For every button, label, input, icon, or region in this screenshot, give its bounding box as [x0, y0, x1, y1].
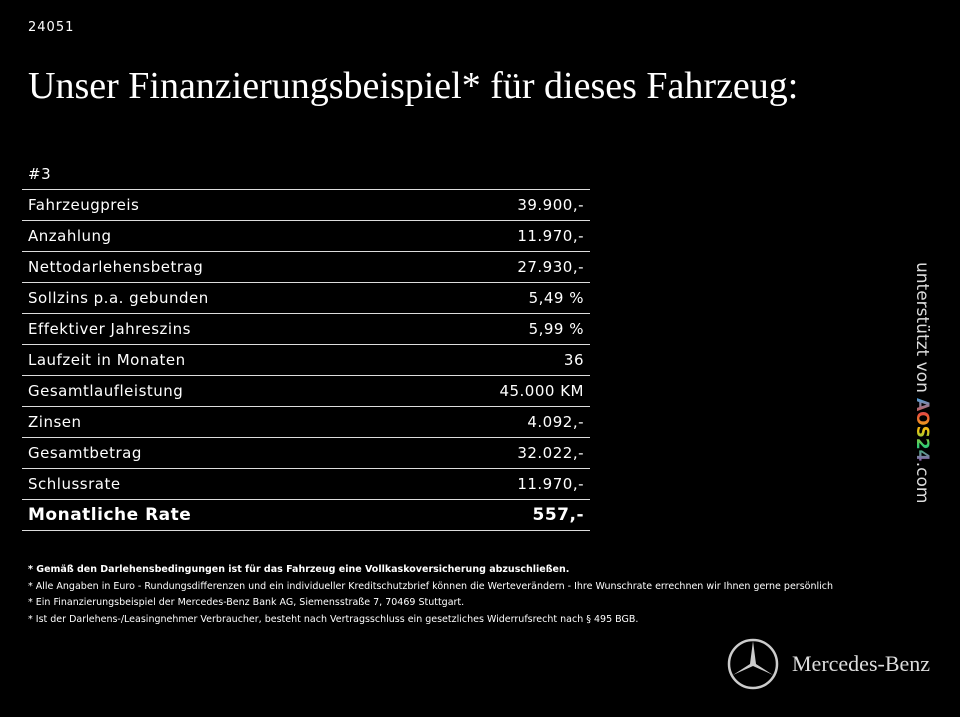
footnote: * Ein Finanzierungsbeispiel der Mercedes… — [28, 597, 465, 609]
table-row: Laufzeit in Monaten 36 — [22, 345, 590, 376]
footnote: * Gemäß den Darlehensbedingungen ist für… — [28, 564, 570, 575]
row-label: Monatliche Rate — [28, 505, 192, 525]
row-label: Fahrzeugpreis — [28, 196, 140, 214]
sidebar: unterstützt von AOS24.com — [912, 262, 932, 504]
table-row: Fahrzeugpreis 39.900,- — [22, 190, 590, 221]
sidebar-suffix: .com — [912, 461, 932, 504]
table-heading-row: #3 — [22, 159, 590, 190]
table-heading: #3 — [28, 165, 52, 183]
table-row: Anzahlung 11.970,- — [22, 221, 590, 252]
row-value: 4.092,- — [527, 413, 584, 431]
row-value: 11.970,- — [517, 475, 584, 493]
row-value: 11.970,- — [517, 227, 584, 245]
table-row: Sollzins p.a. gebunden 5,49 % — [22, 283, 590, 314]
row-value: 45.000 KM — [499, 382, 584, 400]
row-label: Sollzins p.a. gebunden — [28, 289, 209, 307]
ad-id: 24051 — [28, 20, 75, 35]
logo-star — [727, 638, 779, 690]
row-label: Gesamtbetrag — [28, 444, 142, 462]
row-value: 27.930,- — [517, 258, 584, 276]
row-value: 5,49 % — [528, 289, 584, 307]
footnote: * Ist der Darlehens-/Leasingnehmer Verbr… — [28, 614, 639, 626]
logo-text: Mercedes-Benz — [792, 651, 931, 676]
row-value: 5,99 % — [528, 320, 584, 338]
table-row: Zinsen 4.092,- — [22, 407, 590, 438]
row-label: Anzahlung — [28, 227, 112, 245]
row-value: 39.900,- — [517, 196, 584, 214]
footnote: * Alle Angaben in Euro - Rundungsdiffere… — [28, 580, 833, 592]
sidebar-prefix: unterstützt von — [912, 262, 932, 393]
table-row: Gesamtlaufleistung 45.000 KM — [22, 376, 590, 407]
row-value: 32.022,- — [517, 444, 584, 462]
table-row: Effektiver Jahreszins 5,99 % — [22, 314, 590, 345]
table-row: Monatliche Rate 557,- — [22, 500, 590, 531]
table-row: Nettodarlehensbetrag 27.930,- — [22, 252, 590, 283]
finance-table: #3 Fahrzeugpreis 39.900,- Anzahlung 11.970,… — [22, 159, 590, 531]
sidebar-brand: AOS24 — [912, 398, 932, 462]
row-value: 557,- — [532, 505, 584, 525]
row-label: Effektiver Jahreszins — [28, 320, 191, 338]
row-label: Nettodarlehensbetrag — [28, 258, 204, 276]
title: Unser Finanzierungsbeispiel* für dieses … — [28, 65, 799, 107]
row-label: Gesamtlaufleistung — [28, 382, 184, 400]
row-label: Schlussrate — [28, 475, 121, 493]
table-row: Schlussrate 11.970,- — [22, 469, 590, 500]
table-row: Gesamtbetrag 32.022,- — [22, 438, 590, 469]
footnotes: * Gemäß den Darlehensbedingungen ist für… — [28, 562, 833, 629]
row-label: Laufzeit in Monaten — [28, 351, 186, 369]
row-label: Zinsen — [28, 413, 82, 431]
row-value: 36 — [563, 351, 584, 369]
